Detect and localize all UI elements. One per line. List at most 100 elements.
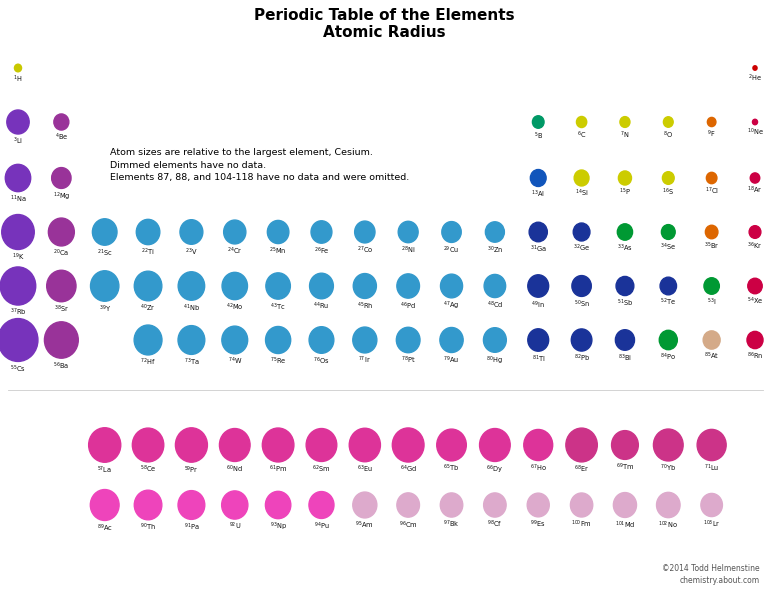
Ellipse shape	[134, 325, 162, 355]
Text: $^{28}$Ni: $^{28}$Ni	[401, 245, 415, 256]
Ellipse shape	[267, 221, 289, 244]
Ellipse shape	[616, 276, 634, 295]
Text: $^{86}$Rn: $^{86}$Rn	[746, 350, 763, 362]
Ellipse shape	[353, 273, 376, 298]
Text: $^{98}$Cf: $^{98}$Cf	[487, 519, 502, 531]
Text: $^{9}$F: $^{9}$F	[707, 129, 716, 140]
Ellipse shape	[398, 221, 418, 243]
Text: $^{84}$Po: $^{84}$Po	[660, 352, 677, 363]
Ellipse shape	[707, 117, 716, 126]
Ellipse shape	[618, 171, 631, 185]
Text: $^{78}$Pt: $^{78}$Pt	[401, 355, 415, 366]
Text: $^{53}$I: $^{53}$I	[707, 296, 717, 308]
Ellipse shape	[349, 428, 380, 462]
Text: $^{16}$S: $^{16}$S	[662, 186, 674, 197]
Ellipse shape	[748, 278, 762, 294]
Ellipse shape	[397, 274, 419, 298]
Ellipse shape	[657, 492, 680, 518]
Ellipse shape	[396, 327, 420, 353]
Ellipse shape	[707, 173, 717, 184]
Ellipse shape	[531, 170, 546, 186]
Text: $^{70}$Yb: $^{70}$Yb	[660, 463, 677, 474]
Ellipse shape	[51, 168, 71, 189]
Text: $^{22}$Ti: $^{22}$Ti	[141, 247, 155, 258]
Ellipse shape	[753, 119, 757, 125]
Text: $^{6}$C: $^{6}$C	[577, 129, 586, 141]
Text: $^{3}$Li: $^{3}$Li	[13, 136, 23, 148]
Ellipse shape	[45, 322, 78, 358]
Text: ©2014 Todd Helmenstine
chemistry.about.com: ©2014 Todd Helmenstine chemistry.about.c…	[662, 564, 760, 585]
Ellipse shape	[132, 428, 164, 462]
Ellipse shape	[311, 221, 332, 243]
Ellipse shape	[309, 492, 334, 518]
Text: $^{75}$Re: $^{75}$Re	[270, 356, 286, 367]
Ellipse shape	[620, 117, 630, 127]
Ellipse shape	[353, 327, 377, 353]
Text: $^{62}$Sm: $^{62}$Sm	[313, 464, 331, 475]
Text: $^{55}$Cs: $^{55}$Cs	[10, 364, 26, 375]
Ellipse shape	[527, 493, 549, 517]
Text: $^{103}$Lr: $^{103}$Lr	[703, 519, 720, 530]
Text: $^{45}$Rh: $^{45}$Rh	[356, 301, 373, 312]
Text: $^{37}$Rb: $^{37}$Rb	[10, 307, 26, 318]
Text: $^{54}$Xe: $^{54}$Xe	[746, 296, 763, 307]
Ellipse shape	[266, 273, 290, 299]
Text: $^{2}$He: $^{2}$He	[748, 72, 762, 84]
Ellipse shape	[697, 429, 727, 461]
Ellipse shape	[573, 223, 590, 241]
Ellipse shape	[614, 493, 637, 518]
Ellipse shape	[577, 116, 587, 127]
Text: $^{74}$W: $^{74}$W	[227, 356, 242, 367]
Text: $^{27}$Co: $^{27}$Co	[356, 245, 373, 256]
Ellipse shape	[661, 225, 675, 240]
Text: $^{85}$At: $^{85}$At	[704, 351, 720, 362]
Ellipse shape	[175, 428, 207, 462]
Text: $^{13}$Al: $^{13}$Al	[531, 189, 545, 200]
Ellipse shape	[306, 429, 337, 461]
Ellipse shape	[220, 429, 250, 461]
Text: $^{71}$Lu: $^{71}$Lu	[704, 463, 720, 474]
Text: $^{52}$Te: $^{52}$Te	[660, 297, 677, 308]
Text: $^{17}$Cl: $^{17}$Cl	[704, 186, 719, 197]
Ellipse shape	[441, 274, 462, 298]
Text: $^{69}$Tm: $^{69}$Tm	[616, 461, 634, 473]
Text: $^{91}$Pa: $^{91}$Pa	[184, 521, 199, 533]
Text: $^{101}$Md: $^{101}$Md	[614, 519, 635, 531]
Ellipse shape	[392, 428, 424, 462]
Text: $^{49}$In: $^{49}$In	[531, 299, 545, 311]
Ellipse shape	[615, 330, 634, 350]
Ellipse shape	[266, 492, 291, 519]
Ellipse shape	[92, 219, 117, 246]
Ellipse shape	[91, 490, 119, 521]
Ellipse shape	[136, 219, 160, 245]
Text: $^{97}$Bk: $^{97}$Bk	[443, 519, 460, 531]
Text: $^{68}$Er: $^{68}$Er	[574, 464, 589, 475]
Text: $^{11}$Na: $^{11}$Na	[10, 194, 26, 205]
Text: $^{100}$Fm: $^{100}$Fm	[571, 519, 592, 530]
Text: $^{94}$Pu: $^{94}$Pu	[313, 521, 329, 532]
Ellipse shape	[88, 428, 121, 463]
Ellipse shape	[222, 272, 247, 299]
Ellipse shape	[15, 64, 22, 72]
Text: $^{56}$Ba: $^{56}$Ba	[53, 361, 69, 372]
Ellipse shape	[704, 278, 720, 294]
Ellipse shape	[524, 429, 553, 461]
Text: $^{51}$Sb: $^{51}$Sb	[617, 298, 633, 309]
Ellipse shape	[705, 225, 718, 239]
Text: $^{29}$Cu: $^{29}$Cu	[443, 244, 459, 256]
Ellipse shape	[571, 329, 592, 351]
Ellipse shape	[437, 429, 466, 461]
Text: $^{99}$Es: $^{99}$Es	[531, 519, 546, 530]
Text: $^{65}$Tb: $^{65}$Tb	[443, 463, 459, 474]
Text: $^{72}$Hf: $^{72}$Hf	[141, 357, 156, 368]
Ellipse shape	[91, 271, 119, 301]
Ellipse shape	[529, 222, 548, 242]
Text: $^{60}$Nd: $^{60}$Nd	[227, 464, 243, 475]
Text: $^{80}$Hg: $^{80}$Hg	[486, 355, 503, 366]
Text: $^{58}$Ce: $^{58}$Ce	[140, 464, 157, 475]
Ellipse shape	[749, 226, 761, 238]
Ellipse shape	[310, 273, 333, 299]
Text: Periodic Table of the Elements: Periodic Table of the Elements	[253, 8, 515, 23]
Ellipse shape	[532, 116, 544, 128]
Text: $^{21}$Sc: $^{21}$Sc	[97, 247, 113, 259]
